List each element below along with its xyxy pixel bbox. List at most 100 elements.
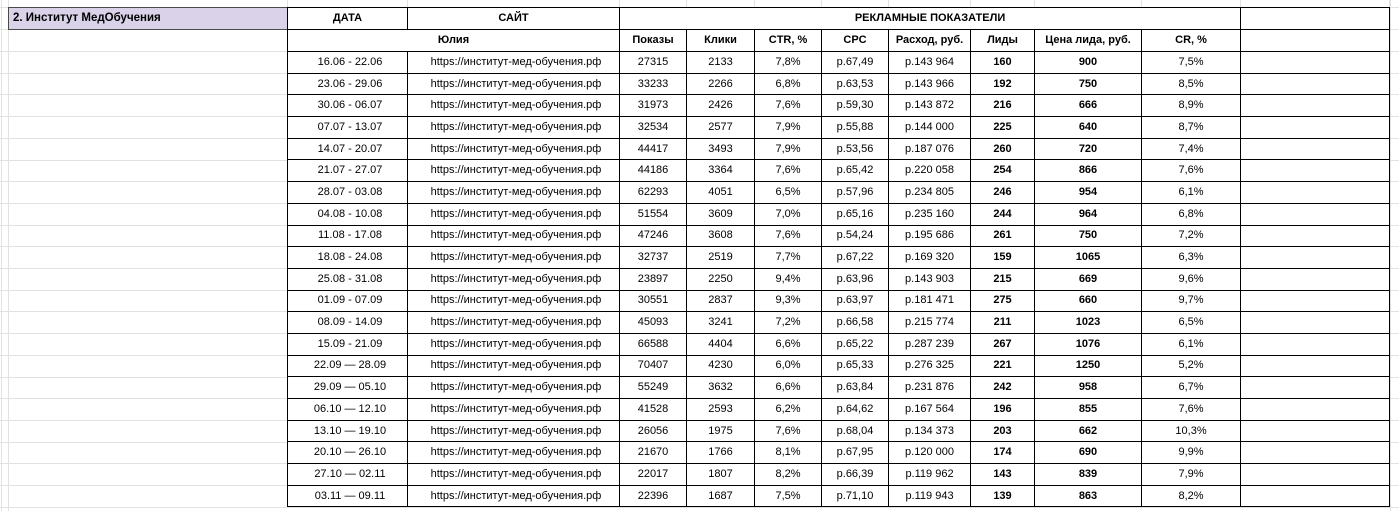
cell-cpc[interactable]: р.67,22 <box>821 246 889 269</box>
cell-ctr[interactable]: 6,5% <box>754 181 822 204</box>
cell-leads[interactable]: 139 <box>970 484 1035 508</box>
cell-date[interactable]: 03.11 — 09.11 <box>287 484 408 508</box>
cell-site[interactable]: https://институт-мед-обучения.рф <box>407 463 620 486</box>
header-metric-5[interactable]: Лиды <box>970 29 1035 52</box>
cell-site[interactable]: https://институт-мед-обучения.рф <box>407 311 620 334</box>
cell-clicks[interactable]: 2426 <box>686 94 755 118</box>
cell-spend[interactable]: р.287 239 <box>888 332 971 356</box>
cell-spend[interactable]: р.143 903 <box>888 267 971 291</box>
cell-date[interactable]: 04.08 - 10.08 <box>287 202 408 226</box>
cell-lead-price[interactable]: 900 <box>1034 51 1142 74</box>
cell-cpc[interactable]: р.63,84 <box>821 376 889 399</box>
cell-leads[interactable]: 203 <box>970 419 1035 443</box>
cell-leads[interactable]: 143 <box>970 463 1035 486</box>
header-metric-0[interactable]: Показы <box>619 29 687 52</box>
cell-empty[interactable] <box>1240 72 1391 96</box>
cell-ctr[interactable]: 6,2% <box>754 398 822 421</box>
cell-impressions[interactable]: 32534 <box>619 116 687 139</box>
cell-spend[interactable]: р.119 943 <box>888 484 971 508</box>
cell-cpc[interactable]: р.63,96 <box>821 267 889 291</box>
cell-ctr[interactable]: 7,6% <box>754 159 822 183</box>
cell-lead-price[interactable]: 1076 <box>1034 332 1142 356</box>
cell-cr[interactable]: 7,4% <box>1140 137 1242 161</box>
cell-clicks[interactable]: 4230 <box>686 354 755 378</box>
cell-cr[interactable]: 9,6% <box>1140 267 1242 291</box>
cell-cr[interactable]: 6,1% <box>1140 332 1242 356</box>
cell-site[interactable]: https://институт-мед-обучения.рф <box>407 137 620 161</box>
cell-cr[interactable]: 8,2% <box>1140 484 1242 508</box>
cell-ctr[interactable]: 9,4% <box>754 267 822 291</box>
cell-impressions[interactable]: 22396 <box>619 484 687 508</box>
cell-lead-price[interactable]: 662 <box>1034 419 1142 443</box>
cell-date[interactable]: 29.09 — 05.10 <box>287 376 408 399</box>
cell-empty[interactable] <box>1240 398 1391 421</box>
cell-cpc[interactable]: р.68,04 <box>821 419 889 443</box>
header-metric-3[interactable]: CPC <box>821 29 889 52</box>
cell-leads[interactable]: 267 <box>970 332 1035 356</box>
header-metric-1[interactable]: Клики <box>686 29 755 52</box>
cell-ctr[interactable]: 6,8% <box>754 72 822 96</box>
cell-site[interactable]: https://институт-мед-обучения.рф <box>407 181 620 204</box>
cell-date[interactable]: 08.09 - 14.09 <box>287 311 408 334</box>
cell-leads[interactable]: 225 <box>970 116 1035 139</box>
cell-date[interactable]: 14.07 - 20.07 <box>287 137 408 161</box>
cell-empty[interactable] <box>1240 94 1391 118</box>
cell-spend[interactable]: р.169 320 <box>888 246 971 269</box>
cell-empty[interactable] <box>1240 484 1391 508</box>
cell-clicks[interactable]: 4404 <box>686 332 755 356</box>
cell-empty[interactable] <box>1240 332 1391 356</box>
cell-empty[interactable] <box>1240 267 1391 291</box>
cell-lead-price[interactable]: 669 <box>1034 267 1142 291</box>
cell-clicks[interactable]: 3609 <box>686 202 755 226</box>
cell-cr[interactable]: 6,1% <box>1140 181 1242 204</box>
cell-date[interactable]: 23.06 - 29.06 <box>287 72 408 96</box>
cell-cr[interactable]: 10,3% <box>1140 419 1242 443</box>
cell-cpc[interactable]: р.54,24 <box>821 224 889 248</box>
cell-cr[interactable]: 7,9% <box>1140 463 1242 486</box>
cell-date[interactable]: 22.09 — 28.09 <box>287 354 408 378</box>
cell-site[interactable]: https://институт-мед-обучения.рф <box>407 51 620 74</box>
cell-empty[interactable] <box>1240 224 1391 248</box>
cell-date[interactable]: 07.07 - 13.07 <box>287 116 408 139</box>
cell-leads[interactable]: 216 <box>970 94 1035 118</box>
cell-site[interactable]: https://институт-мед-обучения.рф <box>407 159 620 183</box>
cell-site[interactable]: https://институт-мед-обучения.рф <box>407 419 620 443</box>
cell-ctr[interactable]: 7,9% <box>754 137 822 161</box>
cell-leads[interactable]: 160 <box>970 51 1035 74</box>
cell-date[interactable]: 06.10 — 12.10 <box>287 398 408 421</box>
cell-impressions[interactable]: 23897 <box>619 267 687 291</box>
cell-cpc[interactable]: р.66,39 <box>821 463 889 486</box>
cell-clicks[interactable]: 1975 <box>686 419 755 443</box>
cell-cr[interactable]: 7,6% <box>1140 159 1242 183</box>
cell-lead-price[interactable]: 640 <box>1034 116 1142 139</box>
cell-site[interactable]: https://институт-мед-обучения.рф <box>407 72 620 96</box>
cell-clicks[interactable]: 2837 <box>686 289 755 313</box>
cell-site[interactable]: https://институт-мед-обучения.рф <box>407 116 620 139</box>
cell-clicks[interactable]: 3632 <box>686 376 755 399</box>
cell-empty[interactable] <box>1240 159 1391 183</box>
cell-lead-price[interactable]: 666 <box>1034 94 1142 118</box>
cell-site[interactable]: https://институт-мед-обучения.рф <box>407 289 620 313</box>
cell-spend[interactable]: р.195 686 <box>888 224 971 248</box>
cell-lead-price[interactable]: 750 <box>1034 224 1142 248</box>
cell-impressions[interactable]: 51554 <box>619 202 687 226</box>
cell-ctr[interactable]: 9,3% <box>754 289 822 313</box>
header-date[interactable]: ДАТА <box>287 7 408 30</box>
cell-leads[interactable]: 254 <box>970 159 1035 183</box>
cell-impressions[interactable]: 22017 <box>619 463 687 486</box>
cell-lead-price[interactable]: 1023 <box>1034 311 1142 334</box>
cell-spend[interactable]: р.276 325 <box>888 354 971 378</box>
cell-cpc[interactable]: р.53,56 <box>821 137 889 161</box>
cell-spend[interactable]: р.181 471 <box>888 289 971 313</box>
header-empty-cell[interactable] <box>1240 29 1391 52</box>
cell-impressions[interactable]: 26056 <box>619 419 687 443</box>
cell-empty[interactable] <box>1240 311 1391 334</box>
cell-spend[interactable]: р.119 962 <box>888 463 971 486</box>
cell-clicks[interactable]: 2593 <box>686 398 755 421</box>
cell-site[interactable]: https://институт-мед-обучения.рф <box>407 224 620 248</box>
cell-cpc[interactable]: р.66,58 <box>821 311 889 334</box>
cell-ctr[interactable]: 7,9% <box>754 116 822 139</box>
cell-leads[interactable]: 260 <box>970 137 1035 161</box>
cell-leads[interactable]: 215 <box>970 267 1035 291</box>
header-empty-cell[interactable] <box>1240 7 1391 30</box>
